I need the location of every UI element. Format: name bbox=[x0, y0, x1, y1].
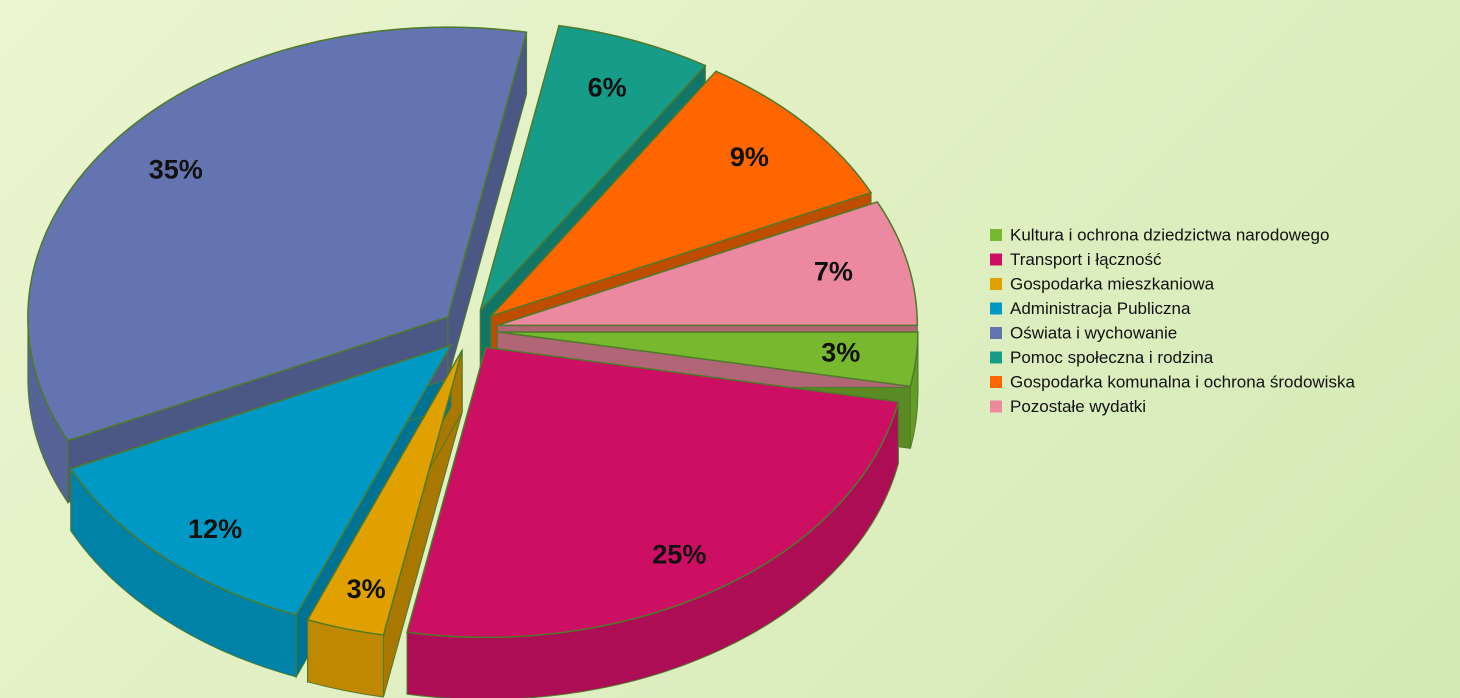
slice-tops bbox=[27, 24, 919, 639]
pie-slice bbox=[69, 343, 453, 616]
legend-swatch bbox=[990, 302, 1002, 315]
legend-label: Pozostałe wydatki bbox=[1010, 397, 1146, 416]
legend-label: Gospodarka mieszkaniowa bbox=[1010, 274, 1215, 293]
legend-label: Pomoc społeczna i rodzina bbox=[1010, 348, 1214, 367]
legend-label: Transport i łączność bbox=[1010, 250, 1162, 269]
data-label: 7% bbox=[814, 257, 853, 287]
data-label: 25% bbox=[652, 540, 706, 570]
pie-slice bbox=[27, 26, 528, 442]
pie-slice bbox=[306, 349, 463, 636]
pie-slice bbox=[497, 331, 919, 388]
data-label: 12% bbox=[188, 514, 242, 544]
pie-slice bbox=[497, 201, 919, 327]
data-label: 3% bbox=[821, 337, 860, 367]
legend-swatch bbox=[990, 327, 1002, 339]
data-label: 3% bbox=[347, 574, 386, 604]
legend-label: Kultura i ochrona dziedzictwa narodowego bbox=[1010, 225, 1329, 244]
legend-label: Gospodarka komunalna i ochrona środowisk… bbox=[1010, 372, 1355, 391]
legend-swatch bbox=[990, 229, 1002, 241]
legend-swatch bbox=[990, 253, 1002, 266]
legend-swatch bbox=[990, 376, 1002, 388]
pie-slice bbox=[479, 24, 707, 311]
legend-swatch bbox=[990, 400, 1002, 413]
data-label: 9% bbox=[730, 142, 769, 172]
data-label: 35% bbox=[149, 155, 203, 185]
legend-swatch bbox=[990, 278, 1002, 290]
legend-label: Oświata i wychowanie bbox=[1010, 323, 1177, 342]
data-label: 6% bbox=[588, 72, 627, 102]
pie-slice bbox=[406, 346, 900, 639]
legend-swatch bbox=[990, 351, 1002, 364]
pie-slice bbox=[488, 70, 873, 318]
legend-label: Administracja Publiczna bbox=[1010, 299, 1191, 318]
